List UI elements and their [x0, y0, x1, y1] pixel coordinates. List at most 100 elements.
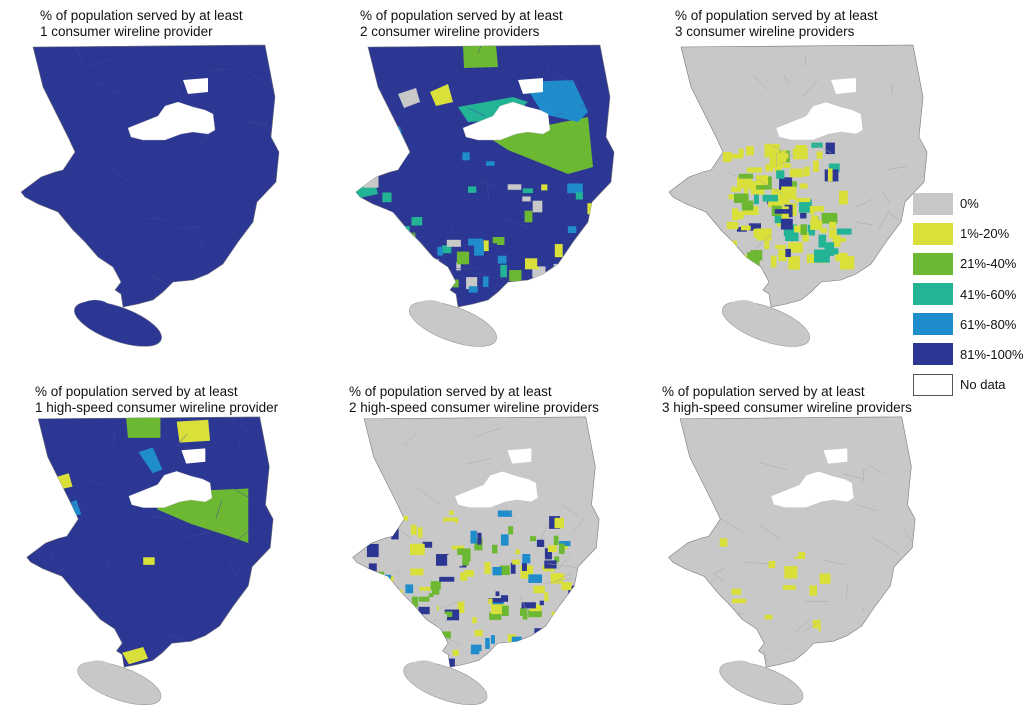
tract-patch — [410, 624, 424, 637]
tract-patch — [401, 516, 409, 521]
boundary-line — [403, 429, 420, 447]
tract-patch — [401, 614, 413, 627]
tract-patch — [483, 240, 489, 252]
tract-patch — [756, 228, 772, 241]
panel-3-title-line2: 3 consumer wireline providers — [675, 24, 855, 39]
boundary-line — [585, 221, 608, 225]
legend-label: 1%-20% — [960, 226, 1010, 242]
boundary-line — [544, 578, 572, 584]
boundary-line — [196, 132, 211, 148]
boundary-line — [770, 144, 796, 158]
boundary-line — [688, 291, 716, 294]
panel-6-title-line1: % of population served by at least — [662, 384, 865, 399]
tract-patch — [500, 534, 509, 546]
tract-patch — [756, 175, 769, 186]
boundary-line — [477, 45, 486, 54]
boundary-line — [229, 562, 238, 577]
tract-patch — [730, 153, 743, 159]
boundary-line — [795, 617, 812, 633]
boundary-line — [96, 82, 126, 96]
tract-patch — [808, 594, 820, 608]
tract-patch — [422, 541, 433, 548]
tract-patch — [783, 585, 796, 590]
panel-1-title: % of population served by at least 1 con… — [40, 8, 243, 40]
map-panel-1 — [20, 44, 280, 347]
legend-label: No data — [960, 377, 1006, 393]
tract-patch — [422, 629, 437, 642]
tract-patch — [497, 255, 507, 264]
no-data-area — [181, 448, 206, 464]
boundary-line — [899, 559, 909, 570]
panel-4-title-line1: % of population served by at least — [35, 384, 238, 399]
tract-patch — [507, 184, 522, 190]
boundary-line — [246, 70, 267, 84]
tract-patch — [430, 581, 441, 590]
boundary-line — [396, 527, 412, 538]
panel-5-title-line1: % of population served by at least — [349, 384, 552, 399]
boundary-line — [432, 618, 438, 623]
legend-label: 81%-100% — [960, 346, 1024, 362]
boundary-line — [466, 458, 492, 465]
tract-patch — [554, 244, 563, 258]
tract-patch — [585, 263, 592, 274]
tract-patch — [780, 195, 790, 206]
tract-patch — [783, 163, 791, 168]
tract-patch — [778, 249, 787, 262]
boundary-line — [261, 107, 269, 113]
tract-patch — [419, 586, 431, 591]
boundary-line — [388, 525, 393, 531]
island-shape — [722, 301, 810, 347]
tract-patch — [544, 560, 557, 569]
tract-patch — [740, 225, 751, 231]
tract-patch — [452, 649, 459, 656]
tract-patch — [504, 194, 512, 203]
tract-patch — [440, 631, 451, 639]
boundary-line — [877, 275, 887, 283]
boundary-line — [558, 555, 571, 570]
boundary-line — [415, 486, 441, 506]
island-shape — [412, 300, 448, 324]
region-fill — [488, 117, 593, 174]
tract-patch — [391, 527, 399, 540]
tract-patch — [746, 167, 763, 173]
no-data-area — [454, 471, 539, 508]
tract-patch — [460, 572, 468, 581]
boundary-line — [515, 62, 524, 68]
tract-patch — [770, 255, 777, 268]
tract-patch — [442, 245, 452, 254]
tract-patch — [553, 535, 559, 546]
tract-patch — [802, 232, 809, 242]
tract-patch — [396, 657, 407, 664]
tract-patch — [399, 614, 412, 626]
boundary-line — [846, 582, 848, 599]
tract-patch — [789, 181, 797, 188]
tract-patch — [488, 598, 493, 605]
tract-patch — [370, 646, 381, 660]
island-shape — [409, 301, 497, 347]
tract-patch — [365, 575, 381, 587]
region-fill — [398, 88, 420, 108]
boundary-line — [579, 104, 592, 110]
tract-patch — [780, 149, 787, 162]
boundary-line — [182, 601, 201, 620]
boundary-line — [783, 73, 790, 86]
tract-patch — [474, 601, 488, 615]
boundary-line — [364, 125, 390, 141]
tract-patch — [521, 269, 532, 275]
tract-patch — [827, 168, 833, 182]
boundary-line — [38, 241, 68, 250]
boundary-line — [384, 128, 390, 136]
tract-patch — [500, 264, 507, 278]
tract-patch — [486, 270, 498, 279]
legend-swatch — [913, 373, 953, 396]
tract-patch — [492, 237, 505, 245]
tract-patch — [754, 190, 759, 205]
tract-patch — [499, 565, 510, 576]
island-shape — [74, 301, 162, 347]
tract-patch — [439, 639, 447, 645]
tract-patch — [780, 218, 793, 230]
panel-2-title-line1: % of population served by at least — [360, 8, 563, 23]
tract-patch — [541, 659, 552, 667]
tract-patch — [376, 213, 387, 223]
boundary-line — [878, 210, 890, 230]
